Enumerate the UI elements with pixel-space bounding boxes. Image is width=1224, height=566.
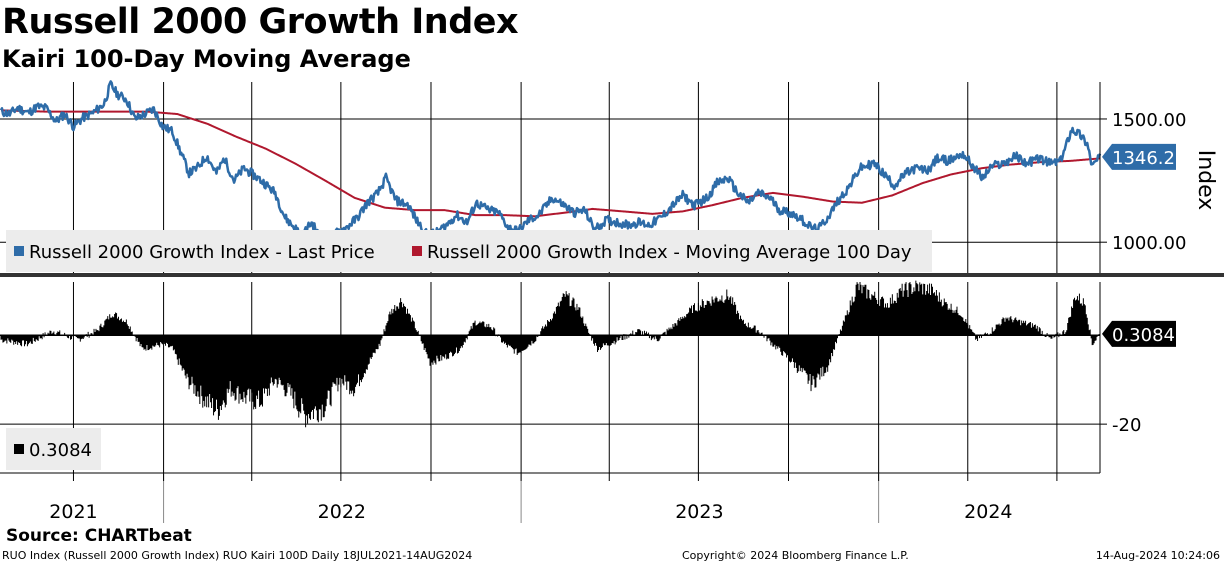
x-axis-year-label: 2021	[49, 501, 97, 523]
last-price-tag	[1102, 143, 1176, 170]
last-price-label: 1346.27	[1112, 148, 1186, 169]
legend-entry-label: Russell 2000 Growth Index - Moving Avera…	[427, 242, 912, 263]
legend-swatch	[412, 246, 422, 256]
upper-legend-box	[6, 230, 932, 272]
footer-copyright: Copyright© 2024 Bloomberg Finance L.P.	[682, 549, 909, 562]
footer-timestamp: 14-Aug-2024 10:24:06	[1095, 549, 1220, 562]
kairi-bars	[0, 280, 1101, 428]
kairi-histogram-bars	[0, 280, 1101, 428]
legend-entry-label: Russell 2000 Growth Index - Last Price	[29, 242, 375, 263]
upper-y-axis-title: Index	[1193, 150, 1218, 211]
footer-ticker-info: RUO Index (Russell 2000 Growth Index) RU…	[2, 549, 473, 562]
chart-title: Russell 2000 Growth Index	[2, 2, 519, 42]
moving-average-line	[0, 109, 1101, 218]
legend-swatch	[14, 246, 24, 256]
lower-y-tick-label: -20	[1112, 415, 1141, 436]
x-axis-year-label: 2022	[318, 501, 366, 523]
price-panel	[0, 80, 1102, 253]
source-note: Source: CHARTbeat	[6, 526, 192, 546]
x-axis-year-label: 2024	[964, 501, 1012, 523]
upper-y-tick-label: 1500.00	[1112, 110, 1186, 131]
legend-entry-label: 0.3084	[29, 440, 92, 461]
last-kairi-label: 0.3084	[1112, 325, 1175, 346]
panel-divider	[0, 273, 1224, 277]
legend-swatch	[14, 444, 24, 454]
axes: 1000.00 1500.00 Index -20 2021 2022 2023 2024 13…	[0, 82, 1224, 523]
gridlines	[0, 82, 1100, 473]
upper-y-tick-label: 1000.00	[1112, 233, 1186, 254]
x-axis-year-label: 2023	[675, 501, 723, 523]
chart-subtitle: Kairi 100-Day Moving Average	[2, 45, 411, 73]
price-line	[0, 80, 1102, 253]
legends: Russell 2000 Growth Index - Last Price Ru…	[6, 230, 932, 470]
last-kairi-tag	[1102, 320, 1176, 347]
